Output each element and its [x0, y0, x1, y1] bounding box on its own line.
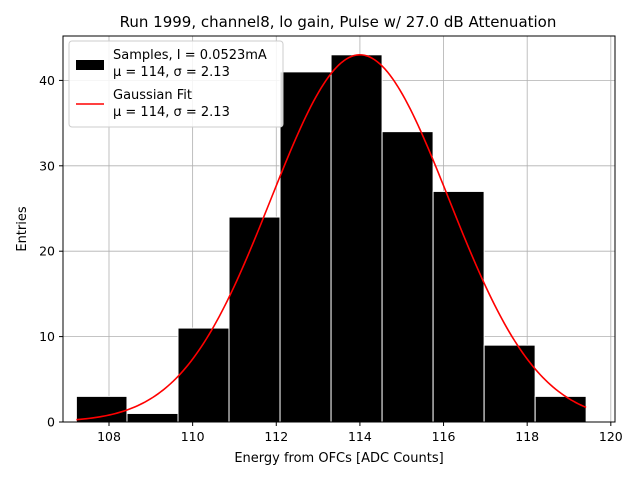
- x-tick-label: 116: [432, 429, 456, 444]
- y-tick-label: 30: [39, 158, 55, 173]
- legend-label-samples: Samples, I = 0.0523mA: [113, 48, 267, 63]
- x-tick-label: 110: [181, 429, 205, 444]
- x-tick-label: 118: [515, 429, 539, 444]
- y-axis-ticks: 0 10 20 30 40: [39, 73, 63, 430]
- y-tick-label: 0: [47, 415, 55, 430]
- x-tick-label: 112: [264, 429, 288, 444]
- gaussian-fit-line: [76, 53, 587, 421]
- histogram-bar-6: [381, 131, 434, 423]
- x-tick-label: 108: [97, 429, 121, 444]
- legend-detail-gaussian-fit: μ = 114, σ = 2.13: [113, 105, 230, 120]
- x-axis-label: Energy from OFCs [ADC Counts]: [234, 451, 443, 466]
- histogram-bar-7: [432, 190, 485, 423]
- plot-frame: [62, 35, 616, 423]
- chart-title: Run 1999, channel8, lo gain, Pulse w/ 27…: [120, 13, 557, 31]
- histogram-bar-0: [75, 395, 128, 423]
- legend-frame: [68, 40, 284, 128]
- legend: Samples, I = 0.0523mA μ = 114, σ = 2.13 …: [68, 40, 284, 128]
- legend-detail-samples: μ = 114, σ = 2.13: [113, 65, 230, 80]
- y-tick-label: 40: [39, 73, 55, 88]
- histogram-bar-8: [483, 344, 536, 423]
- histogram-bar-1: [126, 412, 179, 423]
- legend-swatch-samples: [76, 60, 104, 70]
- histogram-bars: [75, 54, 587, 423]
- legend-label-gaussian-fit: Gaussian Fit: [113, 88, 192, 103]
- y-tick-label: 20: [39, 244, 55, 259]
- y-tick-label: 10: [39, 329, 55, 344]
- x-tick-label: 120: [599, 429, 623, 444]
- x-tick-label: 114: [348, 429, 372, 444]
- histogram-bar-9: [534, 395, 587, 423]
- y-axis-label: Entries: [15, 206, 30, 252]
- histogram-bar-3: [228, 216, 281, 423]
- x-axis-ticks: 108 110 112 114 116 118 120: [97, 422, 623, 444]
- histogram-bar-4: [279, 71, 332, 423]
- histogram-bar-5: [330, 54, 383, 423]
